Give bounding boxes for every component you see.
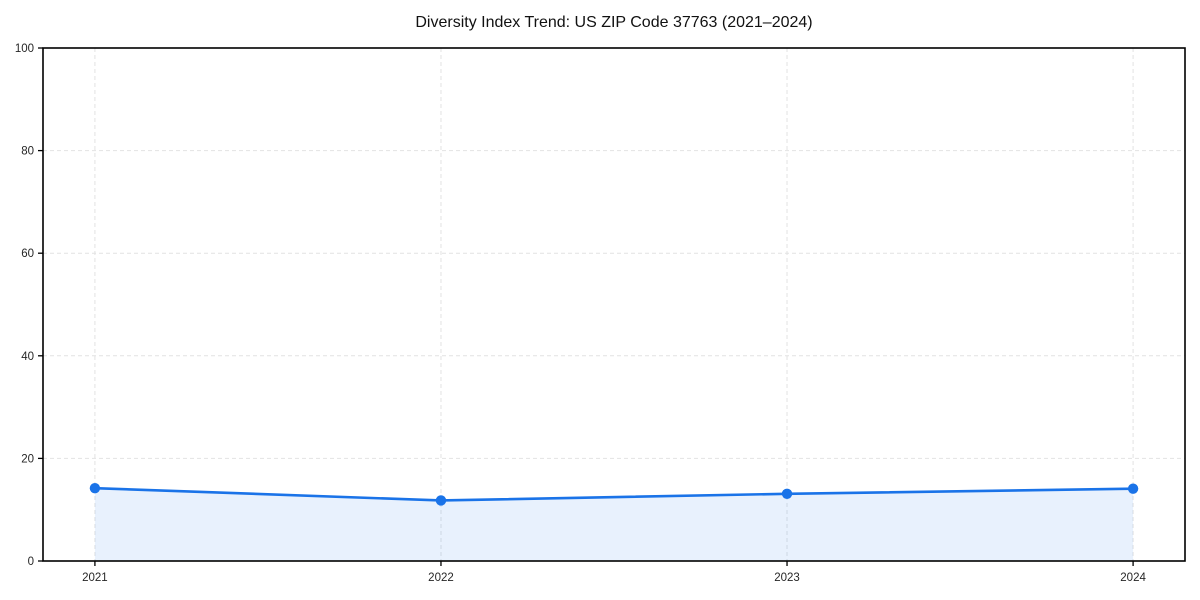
chart-title: Diversity Index Trend: US ZIP Code 37763… <box>415 14 813 31</box>
y-tick-label: 60 <box>21 248 34 260</box>
y-tick-label: 40 <box>21 351 34 363</box>
y-tick-label: 20 <box>21 453 34 465</box>
x-tick-label: 2022 <box>428 572 454 584</box>
y-tick-label: 0 <box>28 556 34 568</box>
x-tick-label: 2024 <box>1120 572 1146 584</box>
y-tick-label: 100 <box>15 43 34 55</box>
x-tick-label: 2023 <box>774 572 800 584</box>
area-fill <box>94 488 1134 561</box>
data-point-marker <box>1127 483 1139 494</box>
data-point-marker <box>781 488 793 499</box>
data-point-marker <box>89 482 101 494</box>
trend-line <box>93 486 1135 502</box>
x-tick-label: 2021 <box>82 572 108 584</box>
y-tick-label: 80 <box>21 146 34 158</box>
data-point-marker <box>435 495 447 506</box>
axes-spines <box>42 47 1186 562</box>
